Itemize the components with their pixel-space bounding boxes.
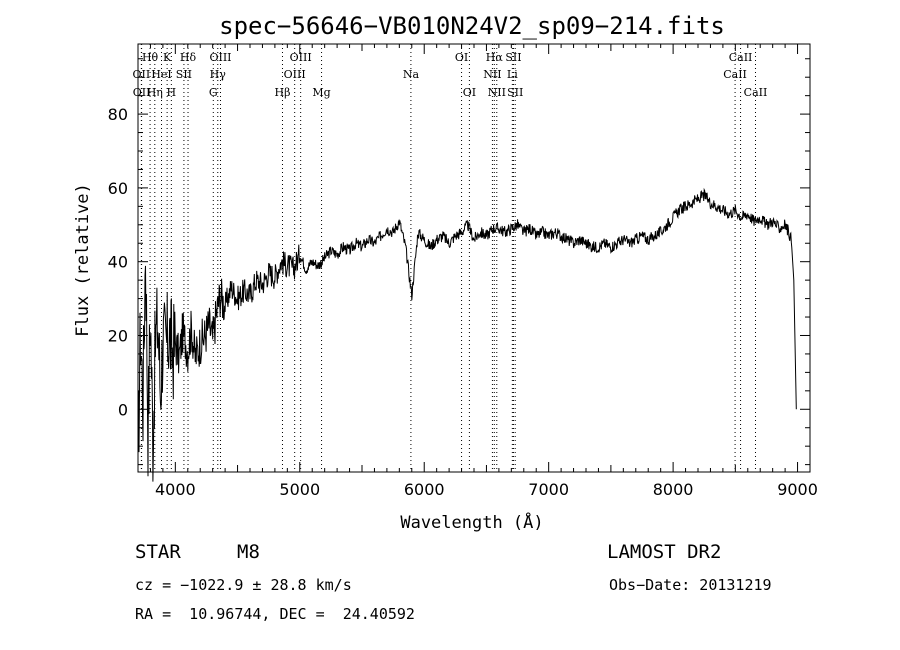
line-label-15: Mg xyxy=(312,86,330,99)
observation-date: Obs−Date: 20131219 xyxy=(609,576,772,594)
y-tick-label-0: 0 xyxy=(118,400,128,419)
line-label-9: OIII xyxy=(209,51,231,64)
y-axis-label: Flux (relative) xyxy=(73,183,93,337)
line-label-25: CaII xyxy=(729,51,753,64)
object-class: STAR xyxy=(135,541,181,563)
x-tick-label-4000: 4000 xyxy=(155,480,196,499)
y-tick-label-60: 60 xyxy=(108,179,128,198)
redshift-velocity: cz = −1022.9 ± 28.8 km/s xyxy=(135,576,352,594)
line-label-21: NII xyxy=(488,86,506,99)
y-tick-label-40: 40 xyxy=(108,253,128,272)
line-label-12: Hβ xyxy=(275,86,291,99)
line-label-6: H xyxy=(167,86,177,99)
axis-ticks xyxy=(137,44,811,472)
y-tick-label-20: 20 xyxy=(108,326,128,345)
line-label-13: OIII xyxy=(290,51,312,64)
line-label-17: OI xyxy=(455,51,468,64)
object-subclass: M8 xyxy=(237,541,260,563)
line-label-7: SII xyxy=(176,68,192,81)
survey-name: LAMOST DR2 xyxy=(607,541,722,563)
line-label-0: Hθ xyxy=(142,51,159,64)
line-label-26: CaII xyxy=(723,68,747,81)
line-label-3: Hη xyxy=(147,86,163,99)
line-label-5: HeI xyxy=(151,68,171,81)
x-tick-label-8000: 8000 xyxy=(653,480,694,499)
line-label-23: Li xyxy=(507,68,518,81)
x-tick-label-7000: 7000 xyxy=(528,480,569,499)
line-label-27: CaII xyxy=(744,86,768,99)
line-label-19: Hα xyxy=(486,51,504,64)
line-label-14: OIII xyxy=(284,68,306,81)
line-label-10: Hγ xyxy=(210,68,227,81)
line-label-4: K xyxy=(163,51,172,64)
axis-tick-labels: 4000 5000 6000 7000 8000 9000 0 20 40 60 80 xyxy=(108,105,818,499)
spectral-line-markers xyxy=(140,44,756,472)
line-label-18: OI xyxy=(463,86,476,99)
x-tick-label-9000: 9000 xyxy=(777,480,818,499)
line-label-24: SII xyxy=(507,86,523,99)
x-axis-label: Wavelength (Å) xyxy=(400,511,543,533)
line-label-1: OII xyxy=(133,68,151,81)
plot-frame xyxy=(137,43,811,473)
line-label-20: NII xyxy=(483,68,501,81)
sky-coordinates: RA = 10.96744, DEC = 24.40592 xyxy=(135,605,415,623)
chart-title: spec−56646−VB010N24V2_sp09−214.fits xyxy=(219,12,725,40)
y-tick-label-80: 80 xyxy=(108,105,128,124)
x-tick-label-6000: 6000 xyxy=(404,480,445,499)
line-label-16: Na xyxy=(403,68,420,81)
line-label-2: OII xyxy=(133,86,151,99)
line-label-8: Hδ xyxy=(180,51,197,64)
line-label-22: SII xyxy=(505,51,521,64)
x-tick-label-5000: 5000 xyxy=(279,480,320,499)
spectrum-line xyxy=(137,187,797,482)
line-label-11: G xyxy=(209,86,218,99)
